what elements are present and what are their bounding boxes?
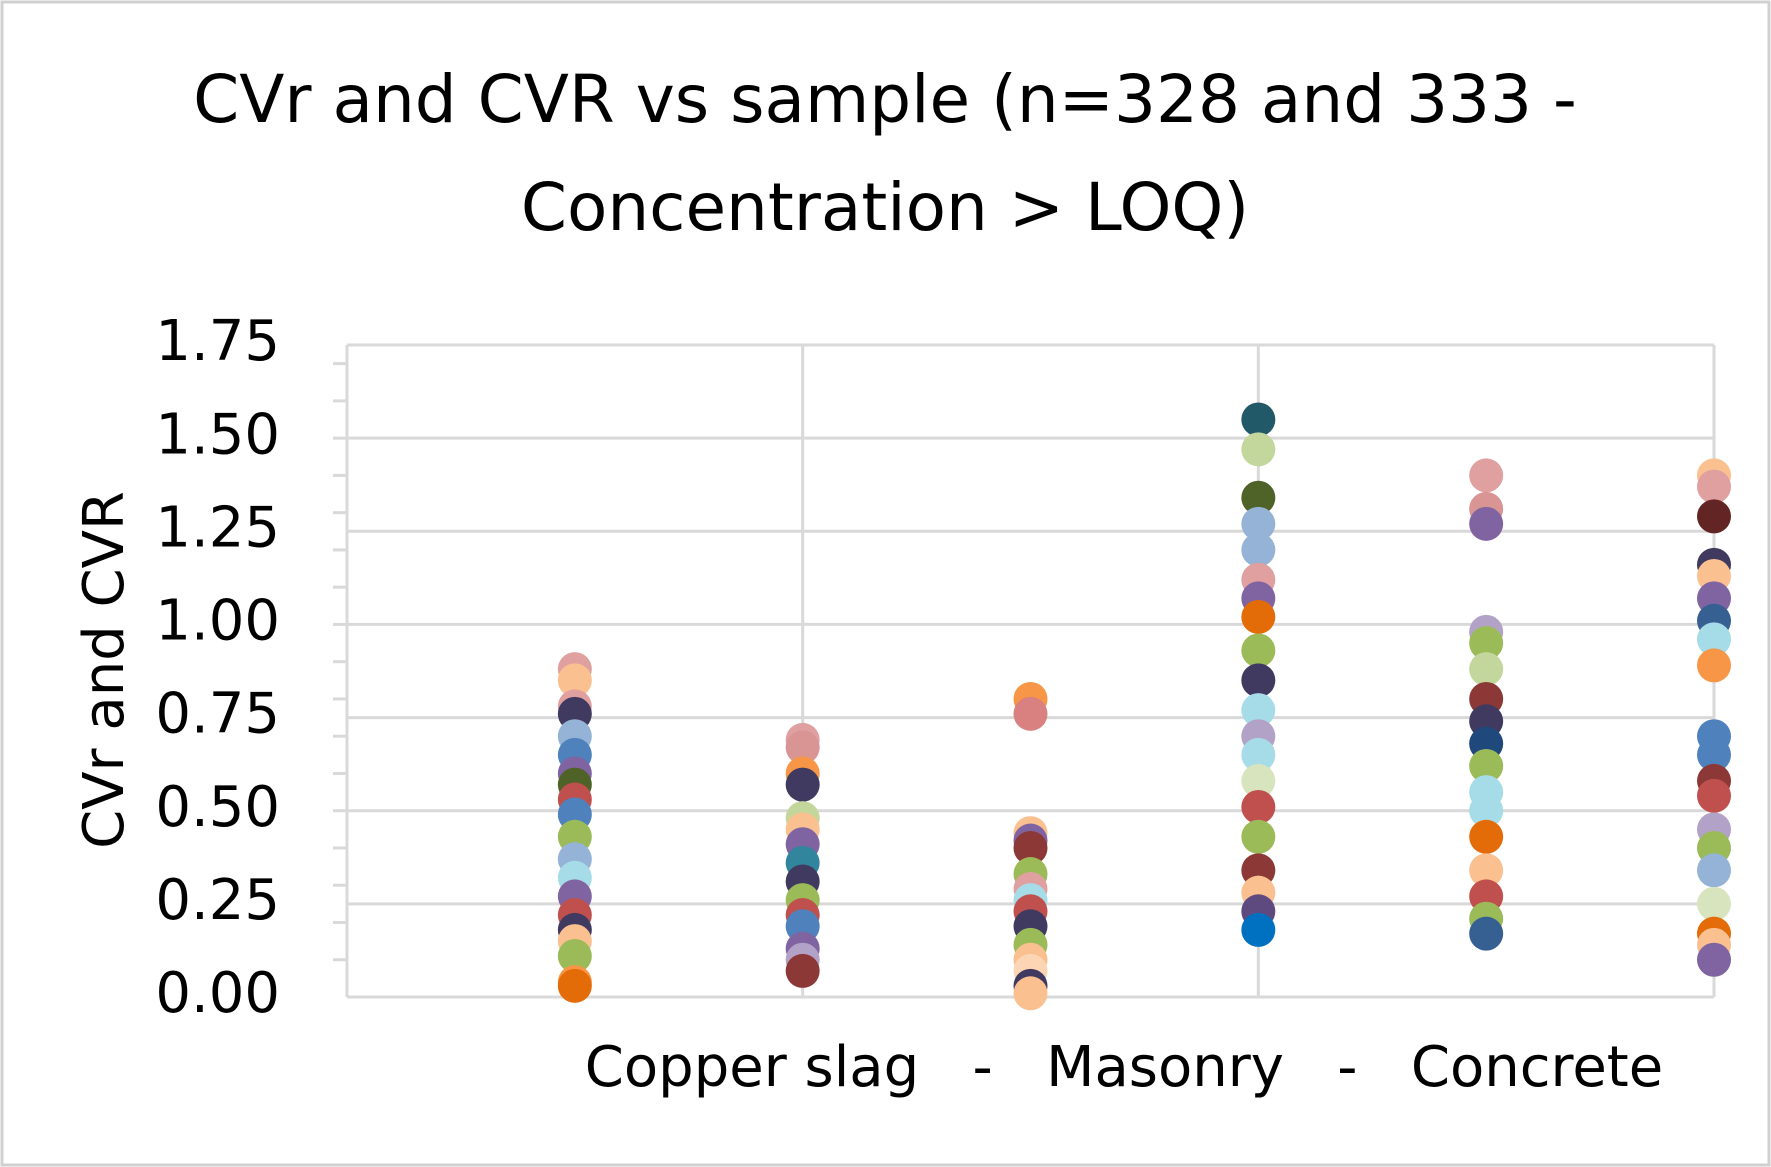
point bbox=[557, 939, 592, 974]
point bbox=[1469, 853, 1504, 888]
point bbox=[1013, 696, 1048, 731]
point bbox=[1013, 976, 1048, 1011]
point bbox=[1241, 506, 1276, 541]
point bbox=[1697, 469, 1731, 504]
point bbox=[1469, 652, 1504, 687]
point bbox=[1241, 532, 1276, 567]
y-tick-label: 0.75 bbox=[155, 682, 280, 747]
point bbox=[1241, 737, 1276, 772]
point bbox=[1469, 793, 1504, 828]
point bbox=[785, 730, 820, 765]
point bbox=[1241, 599, 1276, 634]
chart-title: CVr and CVR vs sample (n=328 and 333 - bbox=[193, 61, 1577, 138]
point bbox=[1241, 912, 1276, 947]
point bbox=[1697, 499, 1731, 534]
chart-title-line2: Concentration > LOQ) bbox=[521, 169, 1249, 246]
point bbox=[1469, 819, 1504, 854]
point bbox=[1469, 916, 1504, 951]
point bbox=[1241, 819, 1276, 854]
point bbox=[1697, 648, 1731, 683]
point bbox=[1241, 432, 1276, 467]
point bbox=[1697, 942, 1731, 977]
point bbox=[1697, 853, 1731, 888]
point bbox=[785, 953, 820, 988]
x-axis-label: Copper slag - Masonry - Concrete bbox=[585, 1035, 1663, 1100]
y-tick-label: 0.25 bbox=[155, 868, 280, 933]
point bbox=[1469, 626, 1504, 661]
point bbox=[1697, 622, 1731, 657]
point bbox=[1013, 830, 1048, 865]
point bbox=[1697, 737, 1731, 772]
point bbox=[1697, 778, 1731, 813]
point bbox=[1241, 402, 1276, 437]
y-tick-label: 1.75 bbox=[155, 309, 280, 374]
point bbox=[1241, 663, 1276, 698]
y-tick-label: 1.00 bbox=[155, 589, 280, 654]
point bbox=[1241, 480, 1276, 515]
point bbox=[1241, 789, 1276, 824]
point bbox=[557, 968, 592, 1003]
y-tick-label: 1.50 bbox=[155, 402, 280, 467]
point bbox=[1469, 506, 1504, 541]
point bbox=[1469, 458, 1504, 493]
point bbox=[785, 767, 820, 802]
point bbox=[1697, 886, 1731, 921]
y-tick-label: 1.25 bbox=[155, 495, 280, 560]
y-axis-label: CVr and CVR bbox=[72, 491, 137, 849]
point bbox=[1241, 633, 1276, 668]
point bbox=[1241, 763, 1276, 798]
point bbox=[557, 663, 592, 698]
y-tick-label: 0.00 bbox=[155, 961, 280, 1026]
point bbox=[1241, 693, 1276, 728]
point bbox=[1469, 749, 1504, 784]
y-tick-label: 0.50 bbox=[155, 775, 280, 840]
